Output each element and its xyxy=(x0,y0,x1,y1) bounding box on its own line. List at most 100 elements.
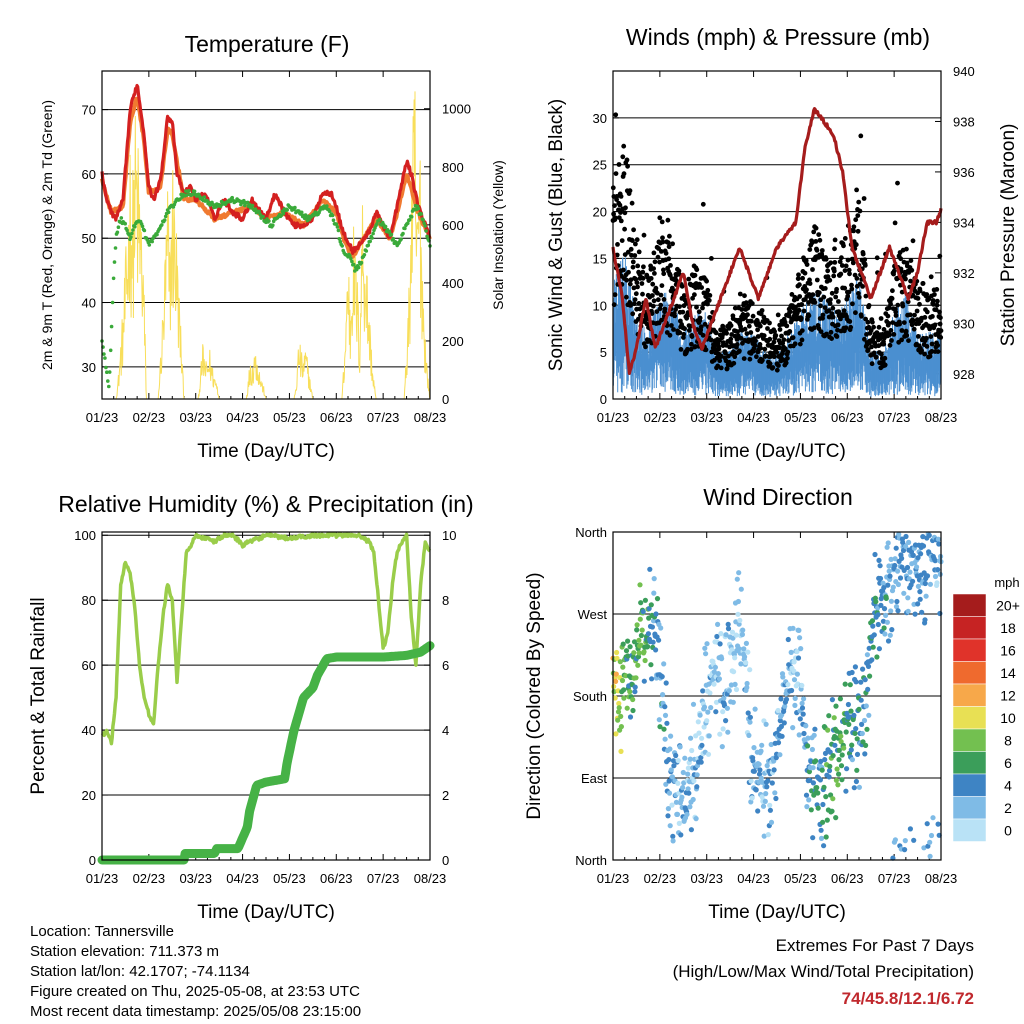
td2m-point xyxy=(401,231,405,236)
direction-point xyxy=(773,795,779,802)
direction-point xyxy=(618,748,624,755)
td2m-point xyxy=(352,262,356,267)
td2m-point xyxy=(406,221,410,225)
td2m-point xyxy=(103,356,107,360)
direction-point xyxy=(785,681,791,688)
gust-point xyxy=(697,315,703,321)
x-tick-label: 06/23 xyxy=(320,871,353,886)
gust-point xyxy=(897,321,902,327)
direction-point xyxy=(903,543,909,550)
direction-point xyxy=(797,716,803,722)
direction-point xyxy=(704,718,710,724)
x-tick-label: 04/23 xyxy=(737,410,770,425)
direction-point xyxy=(646,606,652,612)
direction-point xyxy=(746,732,752,739)
td2m-point xyxy=(185,193,189,197)
direction-point xyxy=(890,584,896,590)
gust-point xyxy=(626,269,631,275)
direction-point xyxy=(659,674,665,680)
direction-point xyxy=(618,724,625,730)
gust-point xyxy=(889,296,895,301)
gust-point xyxy=(627,281,633,287)
direction-point xyxy=(614,649,620,656)
direction-point xyxy=(719,744,725,750)
gust-point xyxy=(843,263,849,269)
gust-point xyxy=(612,292,618,298)
direction-point xyxy=(705,709,711,715)
y-tick-label: 80 xyxy=(82,593,96,608)
direction-point xyxy=(845,701,852,708)
gust-point xyxy=(810,267,815,272)
gust-point xyxy=(651,266,656,271)
direction-point xyxy=(877,575,884,582)
y-tick-label: 15 xyxy=(593,251,607,266)
td2m-point xyxy=(391,236,396,241)
direction-point xyxy=(747,719,753,725)
x-tick-label: 02/23 xyxy=(644,410,677,425)
x-tick-label: 02/23 xyxy=(644,871,677,886)
gust-point xyxy=(932,322,938,328)
legend-label: 20+ xyxy=(996,597,1020,613)
td2m-point xyxy=(366,243,371,248)
direction-point xyxy=(849,742,855,748)
direction-point xyxy=(688,735,694,741)
direction-point xyxy=(899,555,905,562)
gust-point xyxy=(865,347,871,353)
direction-point xyxy=(852,730,858,737)
direction-point xyxy=(625,653,631,659)
gust-point xyxy=(895,180,900,186)
gust-point xyxy=(929,341,935,347)
gust-point xyxy=(899,328,905,333)
direction-point xyxy=(810,765,816,771)
gust-point xyxy=(644,321,650,327)
direction-point xyxy=(790,625,796,631)
gust-point xyxy=(856,199,862,205)
gust-point xyxy=(709,349,715,355)
direction-point xyxy=(827,749,833,755)
y2-axis-label: Station Pressure (Maroon) xyxy=(998,124,1019,347)
gust-point xyxy=(745,312,750,318)
gust-point xyxy=(650,281,656,287)
gust-point xyxy=(869,361,875,367)
direction-point xyxy=(798,646,804,652)
gust-point xyxy=(668,263,673,268)
direction-point xyxy=(661,726,667,732)
direction-point xyxy=(656,717,662,723)
gust-point xyxy=(772,329,777,334)
gust-point xyxy=(835,327,840,333)
td2m-point xyxy=(155,232,159,237)
y-tick-label: 40 xyxy=(82,296,96,311)
direction-point xyxy=(631,639,638,645)
legend-title: mph xyxy=(994,575,1019,590)
gust-point xyxy=(901,320,907,325)
y2-tick-label: 934 xyxy=(953,215,975,230)
direction-point xyxy=(882,631,888,637)
td2m-point xyxy=(111,276,116,281)
gust-point xyxy=(782,346,788,352)
gust-point xyxy=(655,254,661,260)
gust-point xyxy=(738,336,744,341)
gust-point xyxy=(621,267,626,273)
direction-point xyxy=(725,626,732,632)
direction-point xyxy=(680,785,686,791)
gust-point xyxy=(671,327,676,332)
direction-point xyxy=(864,652,871,658)
x-tick-label: 01/23 xyxy=(597,871,630,886)
info-elevation: Station elevation: 711.373 m xyxy=(30,943,220,960)
direction-point xyxy=(712,664,719,670)
gust-point xyxy=(625,163,630,169)
gust-point xyxy=(762,346,768,352)
direction-point xyxy=(630,707,636,714)
td2m-point xyxy=(142,228,147,233)
td2m-point xyxy=(192,189,197,194)
gust-point xyxy=(868,328,874,333)
direction-point xyxy=(791,659,797,665)
direction-point xyxy=(834,766,840,772)
direction-point xyxy=(932,558,938,564)
direction-point xyxy=(623,648,630,654)
gust-point xyxy=(833,294,839,300)
td2m-point xyxy=(421,218,426,222)
direction-point xyxy=(718,631,724,637)
td2m-point xyxy=(267,219,271,223)
y-axis-label: 2m & 9m T (Red, Orange) & 2m Td (Green) xyxy=(39,100,55,370)
